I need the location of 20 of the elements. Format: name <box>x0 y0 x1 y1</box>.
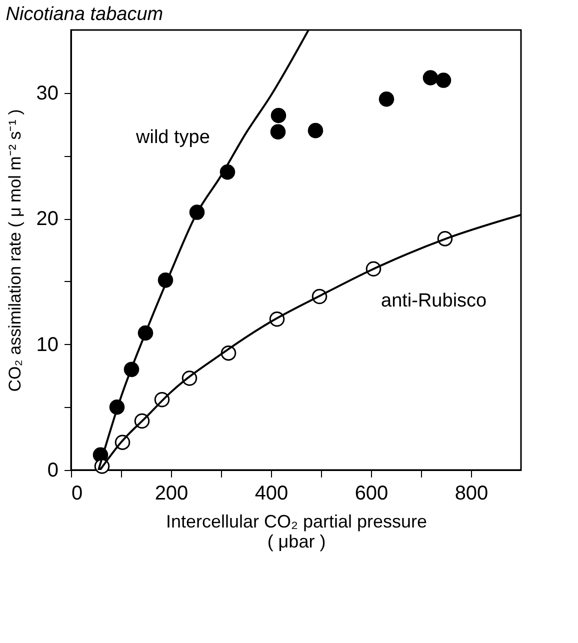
point <box>436 72 452 88</box>
point <box>422 70 438 86</box>
x-axis-title: Intercellular CO₂ partial pressure ( μbar ) <box>166 512 428 552</box>
y-tick-label: 30 <box>36 82 58 104</box>
x-tick-label: 200 <box>154 482 188 504</box>
point <box>308 122 324 138</box>
x-tick-label: 0 <box>72 482 83 504</box>
x-tick-label: 800 <box>454 482 488 504</box>
y-tick-label: 10 <box>36 334 58 356</box>
point <box>378 92 394 107</box>
point <box>270 124 286 140</box>
x-tick-label: 400 <box>254 482 288 504</box>
y-axis-title: CO₂ assimilation rate ( μ mol m⁻² s⁻¹ ) <box>5 109 24 392</box>
y-tick-label: 0 <box>47 460 58 482</box>
series-label: wild type <box>135 126 210 148</box>
y-tick-label: 20 <box>36 208 58 230</box>
x-tick-label: 600 <box>354 482 388 504</box>
series-label: anti-Rubisco <box>381 290 487 312</box>
chart-title: Nicotiana tabacum <box>6 4 164 25</box>
point <box>270 108 286 124</box>
